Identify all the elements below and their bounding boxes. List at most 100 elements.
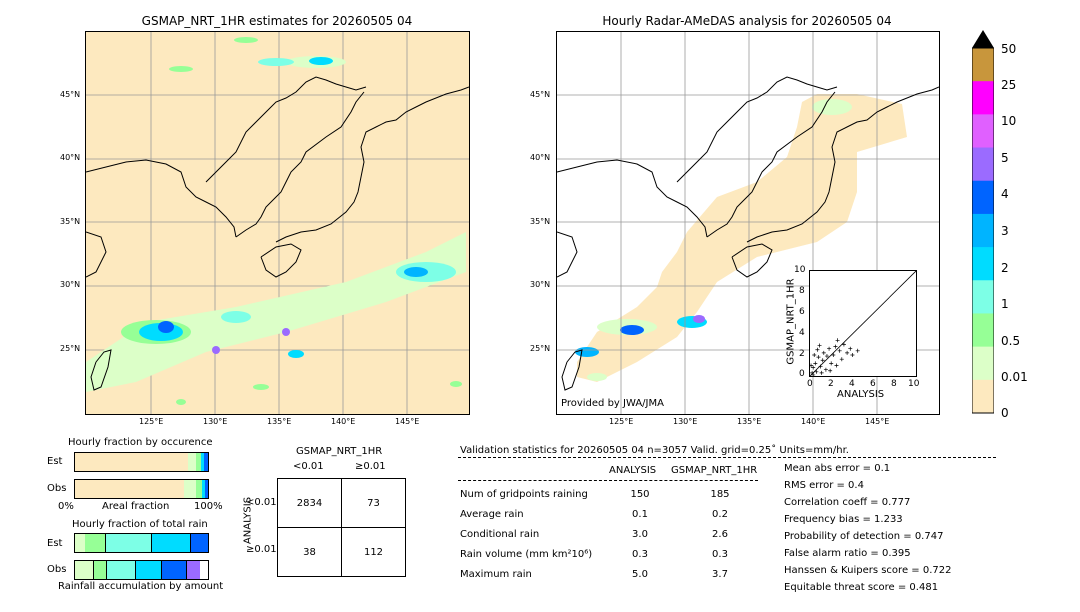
total-rain-bar-obs xyxy=(74,560,209,580)
inset-ytick-10: 10 xyxy=(794,265,806,275)
right-lat-45: 45°N xyxy=(530,90,551,99)
stat-analysis-volume: 0.3 xyxy=(632,549,648,560)
colorbar-segment xyxy=(972,114,994,149)
contingency-col-lt: <0.01 xyxy=(293,461,324,472)
cb-label-10: 10 xyxy=(1001,114,1017,128)
inset-ytick-2: 2 xyxy=(799,349,805,359)
scatter-point xyxy=(824,354,829,359)
inset-xlabel: ANALYSIS xyxy=(837,389,885,400)
colorbar-svg xyxy=(971,30,995,414)
inset-scatter xyxy=(809,270,917,377)
right-lat-25: 25°N xyxy=(530,344,551,353)
contingency-cell-10: 38 xyxy=(277,527,342,577)
cb-label-25: 25 xyxy=(1001,78,1017,92)
cb-label-50: 50 xyxy=(1001,42,1017,56)
scatter-point xyxy=(823,367,828,372)
contingency-cell-00: 2834 xyxy=(277,478,342,528)
colorbar-segment xyxy=(972,346,994,381)
identity-line xyxy=(809,270,917,377)
left-lat-25: 25°N xyxy=(60,344,81,353)
right-lon-145: 145°E xyxy=(865,417,890,426)
scatter-point xyxy=(817,343,822,348)
scatter-point xyxy=(812,353,817,357)
contingency-row-lt: <0.01 xyxy=(246,497,277,508)
right-analysis-domain xyxy=(575,94,907,382)
occurrence-bar-est xyxy=(74,452,209,472)
scatter-point xyxy=(813,361,818,366)
score-rms: RMS error = 0.4 xyxy=(784,480,864,491)
right-map-credit: Provided by JWA/JMA xyxy=(561,398,664,409)
stat-analysis-conditional: 3.0 xyxy=(632,529,648,540)
scatter-point xyxy=(809,363,814,368)
left-map xyxy=(85,31,470,415)
colorbar-segment xyxy=(972,247,994,281)
right-lon-140: 140°E xyxy=(801,417,826,426)
stat-gsmap-raining: 185 xyxy=(710,489,730,500)
colorbar-segment xyxy=(972,147,994,182)
scatter-point xyxy=(837,348,842,353)
scatter-point xyxy=(819,370,824,375)
scatter-point xyxy=(814,369,819,374)
stat-gsmap-average: 0.2 xyxy=(712,509,728,520)
scatter-point xyxy=(834,363,839,368)
inset-xtick-6: 6 xyxy=(870,379,876,389)
contingency-row-ge: ≥0.01 xyxy=(246,544,277,555)
right-coastline xyxy=(557,76,939,391)
occurrence-bar-obs xyxy=(74,479,209,499)
occurrence-row-obs: Obs xyxy=(47,483,67,494)
contingency-col-ge: ≥0.01 xyxy=(355,461,386,472)
cb-label-3: 3 xyxy=(1001,224,1009,238)
scatter-point xyxy=(828,368,833,373)
scatter-points xyxy=(809,338,860,377)
scatter-point xyxy=(831,353,836,357)
left-lat-30: 30°N xyxy=(60,280,81,289)
inset-scatter-svg xyxy=(809,270,917,377)
score-far: False alarm ratio = 0.395 xyxy=(784,548,911,559)
scatter-point xyxy=(845,350,850,355)
left-lon-130: 130°E xyxy=(203,417,228,426)
inset-xtick-0: 0 xyxy=(807,379,813,389)
validation-col-gsmap: GSMAP_NRT_1HR xyxy=(671,465,758,476)
score-corr: Correlation coeff = 0.777 xyxy=(784,497,911,508)
scatter-point xyxy=(811,365,816,370)
cb-label-0: 0 xyxy=(1001,406,1009,420)
stat-analysis-average: 0.1 xyxy=(632,509,648,520)
occurrence-axis-mid: Areal fraction xyxy=(102,501,170,512)
right-map-title: Hourly Radar-AMeDAS analysis for 2026050… xyxy=(602,14,892,28)
stat-label-raining: Num of gridpoints raining xyxy=(460,489,588,500)
stat-label-average: Average rain xyxy=(460,509,524,520)
colorbar-segment xyxy=(972,48,994,82)
left-lat-35: 35°N xyxy=(60,217,81,226)
left-coastline xyxy=(86,76,469,391)
scatter-point xyxy=(816,355,821,360)
left-lat-45: 45°N xyxy=(60,90,81,99)
colorbar-segment xyxy=(972,280,994,314)
scatter-point xyxy=(848,346,853,351)
right-map-grid xyxy=(557,32,939,414)
right-lon-130: 130°E xyxy=(673,417,698,426)
left-lon-135: 135°E xyxy=(267,417,292,426)
scatter-point xyxy=(855,348,860,353)
scatter-point xyxy=(839,357,844,362)
left-lat-40: 40°N xyxy=(60,153,81,162)
inset-xtick-10: 10 xyxy=(908,379,920,389)
cb-label-1: 1 xyxy=(1001,297,1009,311)
right-lon-125: 125°E xyxy=(609,417,634,426)
inset-ytick-0: 0 xyxy=(799,369,805,379)
occurrence-axis-right: 100% xyxy=(194,501,223,512)
cb-label-2: 2 xyxy=(1001,261,1009,275)
inset-xtick-4: 4 xyxy=(849,379,855,389)
stat-gsmap-conditional: 2.6 xyxy=(712,529,728,540)
left-rain-areas xyxy=(86,37,466,405)
cb-label-0.5: 0.5 xyxy=(1001,334,1021,348)
colorbar xyxy=(971,30,995,414)
stat-gsmap-volume: 0.3 xyxy=(712,549,728,560)
colorbar-segment xyxy=(972,81,994,115)
contingency-table: 2834 73 38 112 xyxy=(277,478,406,577)
validation-col-analysis: ANALYSIS xyxy=(609,465,657,476)
occurrence-axis-left: 0% xyxy=(58,501,74,512)
scatter-point xyxy=(841,342,846,347)
validation-header-rule xyxy=(458,480,758,481)
right-map-svg xyxy=(557,32,939,414)
validation-dashed-line xyxy=(458,457,996,458)
